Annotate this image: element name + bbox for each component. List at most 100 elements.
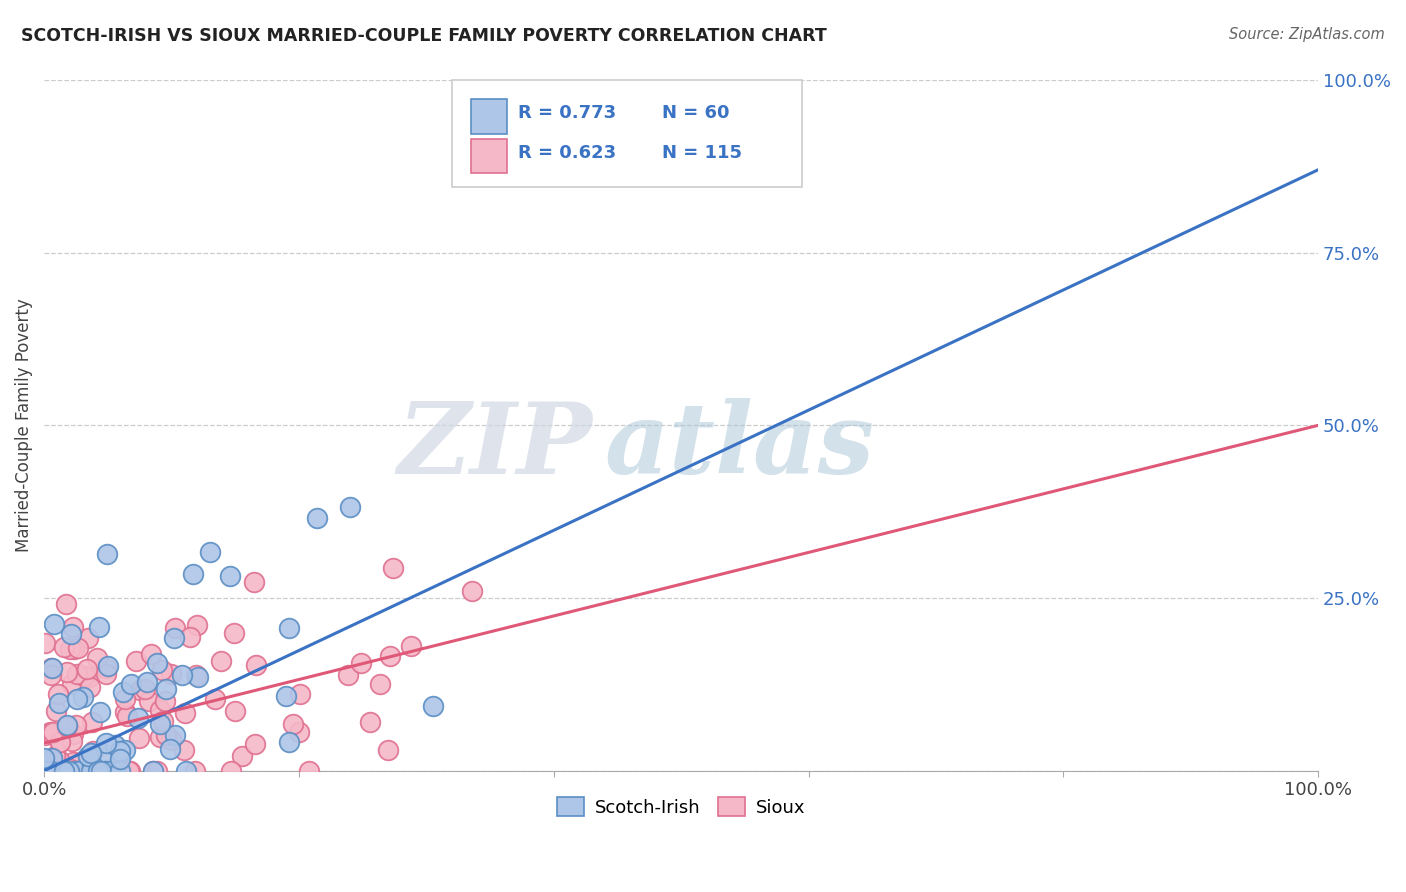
Point [94, 764, 117, 778]
Point [65, 718, 87, 732]
Point [118, 764, 141, 778]
Point [128, 683, 150, 698]
Point [186, 668, 208, 682]
Point [198, 544, 221, 558]
Point [187, 670, 209, 684]
Point [399, 639, 422, 653]
Y-axis label: Married-Couple Family Poverty: Married-Couple Family Poverty [15, 299, 32, 552]
Point [80, 746, 103, 760]
Point [59, 764, 82, 778]
Point [79, 669, 101, 683]
Text: R = 0.773: R = 0.773 [517, 104, 616, 122]
Point [59, 626, 82, 640]
Point [45, 705, 67, 719]
Point [97, 659, 120, 673]
Point [58, 764, 80, 778]
FancyBboxPatch shape [451, 80, 803, 187]
Point [370, 677, 392, 691]
Point [149, 717, 172, 731]
Point [218, 568, 240, 582]
Point [336, 668, 359, 682]
Point [114, 691, 136, 706]
Point [87, 764, 110, 778]
Point [62, 727, 84, 741]
Point [104, 764, 127, 778]
Point [159, 742, 181, 756]
Point [181, 566, 204, 581]
Point [209, 654, 232, 668]
Point [49, 764, 72, 778]
Text: R = 0.623: R = 0.623 [517, 144, 616, 161]
Point [63, 642, 86, 657]
Point [56, 718, 79, 732]
Point [80, 757, 103, 772]
Point [42, 764, 65, 778]
Point [55, 764, 77, 778]
Point [96, 764, 118, 778]
Point [277, 621, 299, 635]
Point [219, 764, 242, 778]
Point [77, 749, 100, 764]
Point [48, 764, 70, 778]
Point [105, 764, 128, 778]
Point [37, 764, 59, 778]
Point [48, 696, 70, 710]
Point [52, 764, 75, 778]
Point [41, 661, 63, 675]
Point [49, 735, 72, 749]
Point [138, 694, 160, 708]
Point [103, 764, 125, 778]
Point [160, 667, 183, 681]
Point [283, 717, 305, 731]
Point [162, 631, 184, 645]
Point [66, 764, 89, 778]
Point [82, 764, 104, 778]
Point [32, 750, 55, 764]
Point [108, 752, 131, 766]
Point [381, 561, 404, 575]
Text: N = 115: N = 115 [662, 144, 742, 161]
Point [39, 725, 62, 739]
Point [42, 724, 65, 739]
Point [35, 764, 58, 778]
Point [39, 661, 62, 675]
Point [80, 715, 103, 730]
Point [114, 705, 136, 719]
Point [128, 731, 150, 745]
Point [165, 727, 187, 741]
Point [65, 764, 87, 778]
Point [67, 764, 90, 778]
Point [135, 675, 157, 690]
Point [32, 764, 55, 778]
Point [82, 744, 104, 758]
Point [53, 764, 76, 778]
Point [94, 667, 117, 681]
Point [298, 764, 321, 778]
Point [114, 743, 136, 757]
Point [222, 625, 245, 640]
Point [160, 733, 183, 747]
Point [134, 682, 156, 697]
Point [90, 764, 112, 778]
Point [39, 667, 62, 681]
Point [94, 736, 117, 750]
Point [163, 621, 186, 635]
Point [66, 666, 89, 681]
Point [288, 687, 311, 701]
Point [91, 747, 114, 761]
Point [63, 764, 86, 778]
Point [46, 764, 69, 778]
Point [62, 755, 84, 769]
Point [101, 764, 124, 778]
Point [125, 654, 148, 668]
Point [37, 764, 59, 778]
Point [170, 667, 193, 681]
Point [101, 764, 124, 778]
Point [287, 725, 309, 739]
Point [146, 657, 169, 671]
Point [339, 500, 361, 515]
Point [62, 620, 84, 634]
Point [55, 597, 77, 611]
Point [152, 714, 174, 728]
Point [111, 685, 134, 699]
